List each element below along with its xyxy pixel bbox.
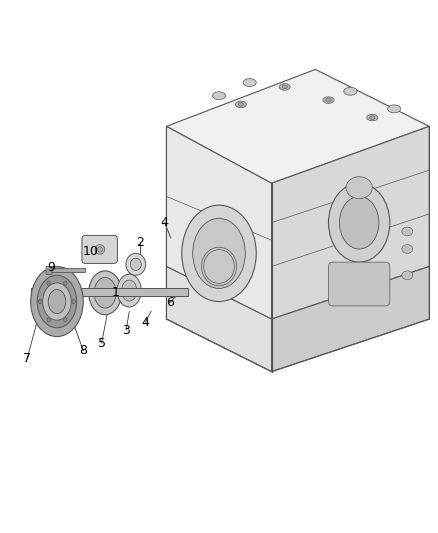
Ellipse shape <box>326 98 331 102</box>
Ellipse shape <box>402 227 413 236</box>
Ellipse shape <box>64 281 67 286</box>
Ellipse shape <box>117 274 141 307</box>
Ellipse shape <box>47 281 50 286</box>
Ellipse shape <box>182 205 256 302</box>
Ellipse shape <box>121 280 137 301</box>
Text: 3: 3 <box>122 324 130 336</box>
Ellipse shape <box>370 116 375 119</box>
Polygon shape <box>166 69 429 183</box>
Polygon shape <box>48 268 85 272</box>
Ellipse shape <box>94 278 116 308</box>
Text: 6: 6 <box>166 296 174 309</box>
Polygon shape <box>166 266 272 372</box>
Ellipse shape <box>126 253 145 275</box>
Ellipse shape <box>328 183 390 262</box>
Ellipse shape <box>323 97 334 103</box>
Ellipse shape <box>39 300 42 304</box>
Ellipse shape <box>64 318 67 322</box>
Ellipse shape <box>282 85 287 88</box>
Ellipse shape <box>47 318 50 322</box>
Ellipse shape <box>238 103 244 106</box>
Ellipse shape <box>37 275 77 328</box>
Ellipse shape <box>212 92 226 100</box>
Ellipse shape <box>95 245 105 254</box>
FancyBboxPatch shape <box>328 262 390 306</box>
Ellipse shape <box>236 101 246 108</box>
Ellipse shape <box>97 247 102 252</box>
Ellipse shape <box>346 177 372 199</box>
Ellipse shape <box>131 258 141 270</box>
Polygon shape <box>31 287 188 296</box>
Ellipse shape <box>388 105 401 113</box>
FancyBboxPatch shape <box>82 236 117 263</box>
Ellipse shape <box>72 300 75 304</box>
Text: 4: 4 <box>141 316 149 329</box>
FancyBboxPatch shape <box>46 266 52 274</box>
Ellipse shape <box>88 271 121 314</box>
Ellipse shape <box>367 114 378 121</box>
Text: 9: 9 <box>48 261 56 274</box>
Polygon shape <box>272 266 429 372</box>
Ellipse shape <box>402 245 413 253</box>
Ellipse shape <box>43 283 71 320</box>
Ellipse shape <box>193 219 245 288</box>
Ellipse shape <box>344 87 357 95</box>
Text: 1: 1 <box>112 286 120 300</box>
Ellipse shape <box>339 197 379 249</box>
Ellipse shape <box>31 266 83 336</box>
Text: 5: 5 <box>98 337 106 350</box>
Text: 4: 4 <box>161 216 169 229</box>
Text: 7: 7 <box>23 352 31 365</box>
Text: 8: 8 <box>79 344 87 357</box>
Text: 2: 2 <box>136 236 144 249</box>
Ellipse shape <box>48 289 66 313</box>
Ellipse shape <box>279 84 290 90</box>
Polygon shape <box>272 126 429 319</box>
Ellipse shape <box>243 78 256 86</box>
Polygon shape <box>166 126 272 319</box>
Ellipse shape <box>402 271 413 280</box>
Text: 10: 10 <box>83 245 99 257</box>
